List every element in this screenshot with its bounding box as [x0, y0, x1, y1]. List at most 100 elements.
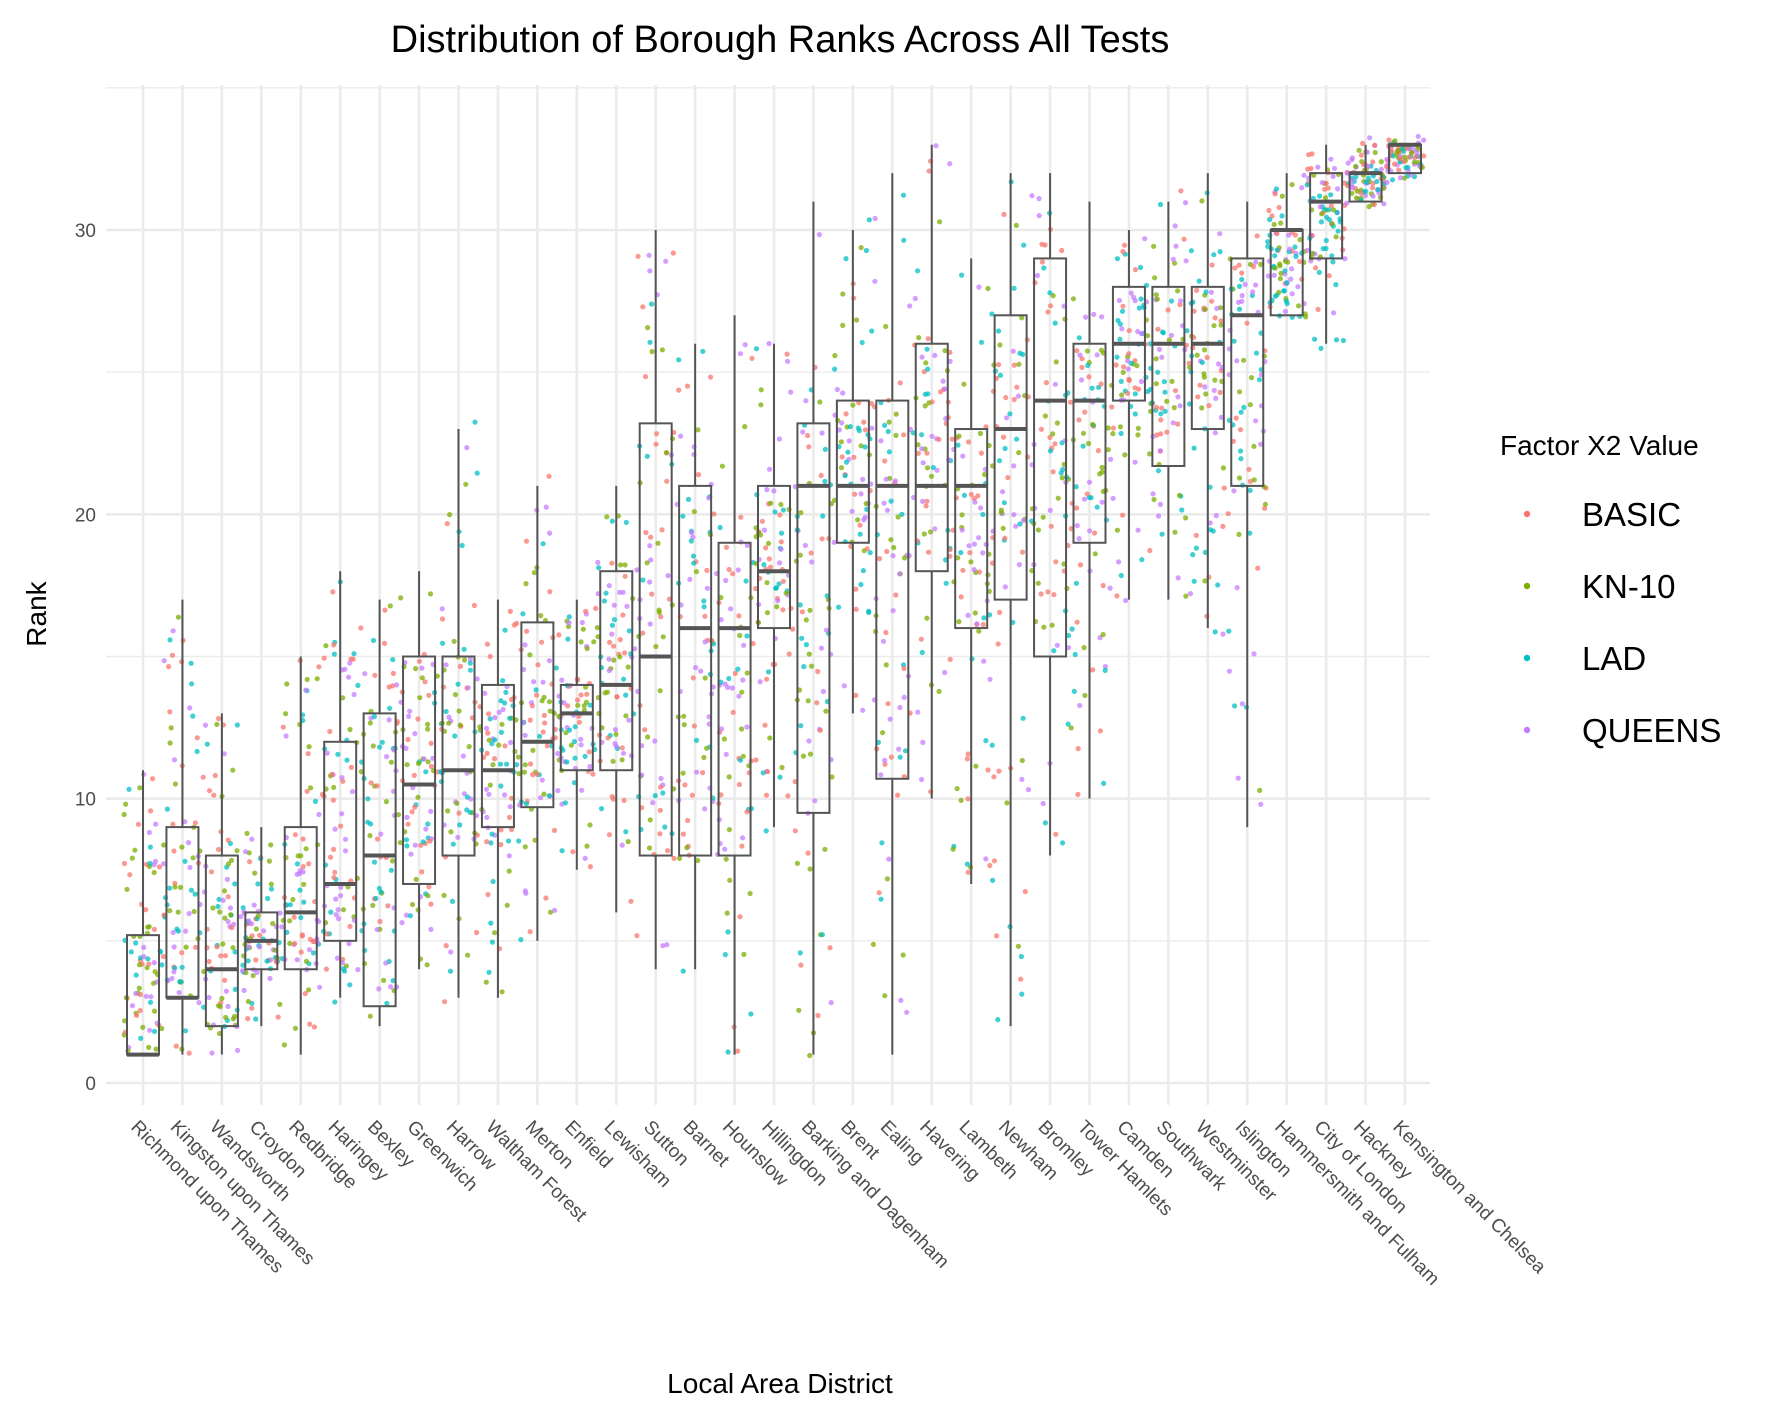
jitter-point — [426, 884, 432, 890]
jitter-point — [623, 829, 629, 835]
jitter-point — [444, 521, 450, 527]
jitter-point — [759, 518, 766, 524]
jitter-point — [581, 703, 587, 709]
jitter-point — [647, 268, 653, 274]
jitter-point — [900, 192, 907, 198]
jitter-point — [888, 537, 894, 543]
box-iqr — [1033, 257, 1068, 658]
jitter-point — [370, 637, 377, 644]
jitter-point — [1078, 377, 1085, 383]
jitter-point — [1272, 191, 1278, 197]
jitter-point — [1120, 512, 1126, 518]
jitter-point — [223, 988, 229, 994]
jitter-point — [506, 814, 513, 821]
jitter-point — [388, 867, 394, 873]
box-croydon — [244, 827, 279, 1027]
jitter-point — [381, 977, 387, 984]
jitter-point — [1123, 597, 1129, 604]
jitter-point — [217, 909, 223, 915]
jitter-point — [1010, 348, 1016, 354]
jitter-point — [1013, 222, 1020, 228]
jitter-point — [1244, 320, 1250, 326]
jitter-point — [1132, 267, 1139, 273]
jitter-point — [1262, 505, 1268, 511]
jitter-point — [572, 724, 578, 730]
jitter-point — [419, 665, 425, 671]
jitter-point — [722, 846, 728, 852]
jitter-point — [1330, 207, 1337, 213]
jitter-point — [332, 999, 338, 1005]
jitter-point — [540, 541, 546, 547]
jitter-point — [897, 380, 903, 386]
jitter-point — [424, 962, 430, 968]
jitter-point — [1199, 359, 1205, 366]
jitter-point — [1248, 375, 1255, 381]
jitter-point — [584, 691, 590, 697]
jitter-point — [421, 756, 427, 762]
jitter-point — [570, 849, 576, 855]
jitter-point — [506, 853, 512, 859]
jitter-point — [484, 725, 490, 732]
jitter-point — [1179, 507, 1185, 513]
jitter-point — [167, 908, 173, 914]
jitter-point — [241, 987, 247, 994]
jitter-point — [287, 940, 293, 947]
jitter-point — [1256, 377, 1262, 383]
jitter-point — [740, 835, 746, 841]
jitter-point — [620, 750, 627, 756]
jitter-point — [1158, 411, 1164, 417]
jitter-point — [1119, 392, 1125, 398]
jitter-point — [1128, 290, 1134, 296]
jitter-point — [484, 641, 490, 647]
jitter-point — [890, 608, 896, 614]
jitter-point — [1117, 336, 1123, 342]
jitter-point — [1405, 164, 1411, 170]
jitter-point — [925, 366, 931, 372]
jitter-point — [1001, 500, 1007, 506]
jitter-point — [1175, 288, 1181, 294]
jitter-point — [1120, 369, 1126, 375]
jitter-point — [464, 445, 470, 451]
jitter-point — [1272, 253, 1278, 259]
jitter-point — [194, 735, 200, 741]
jitter-point — [586, 749, 592, 755]
jitter-point — [1213, 513, 1219, 519]
jitter-point — [1201, 347, 1208, 353]
jitter-point — [385, 903, 391, 909]
jitter-point — [958, 550, 964, 556]
jitter-point — [342, 666, 348, 672]
jitter-point — [1317, 204, 1323, 210]
jitter-point — [872, 278, 878, 284]
jitter-point — [225, 1003, 231, 1010]
jitter-point — [1279, 213, 1285, 219]
jitter-point — [485, 730, 491, 736]
jitter-point — [1349, 155, 1355, 161]
jitter-point — [1039, 259, 1045, 265]
jitter-point — [942, 669, 948, 676]
jitter-point — [1138, 331, 1145, 337]
jitter-point — [303, 687, 309, 693]
jitter-point — [1211, 252, 1217, 258]
jitter-point — [347, 660, 353, 666]
jitter-point — [1095, 448, 1101, 454]
jitter-point — [465, 952, 471, 958]
jitter-point — [1045, 589, 1051, 595]
jitter-point — [779, 764, 785, 771]
jitter-point — [1195, 394, 1201, 400]
jitter-point — [912, 295, 918, 302]
jitter-point — [798, 723, 804, 729]
jitter-point — [182, 819, 188, 825]
jitter-point — [1211, 323, 1217, 329]
jitter-point — [428, 740, 434, 747]
jitter-point — [467, 809, 473, 815]
jitter-point — [881, 500, 887, 506]
jitter-point — [658, 775, 664, 782]
jitter-point — [459, 542, 465, 549]
jitter-point — [1052, 320, 1058, 326]
jitter-point — [855, 425, 861, 431]
jitter-point — [983, 738, 989, 744]
jitter-point — [266, 858, 272, 864]
jitter-point — [766, 466, 773, 472]
jitter-point — [857, 531, 863, 537]
jitter-point — [552, 907, 558, 914]
